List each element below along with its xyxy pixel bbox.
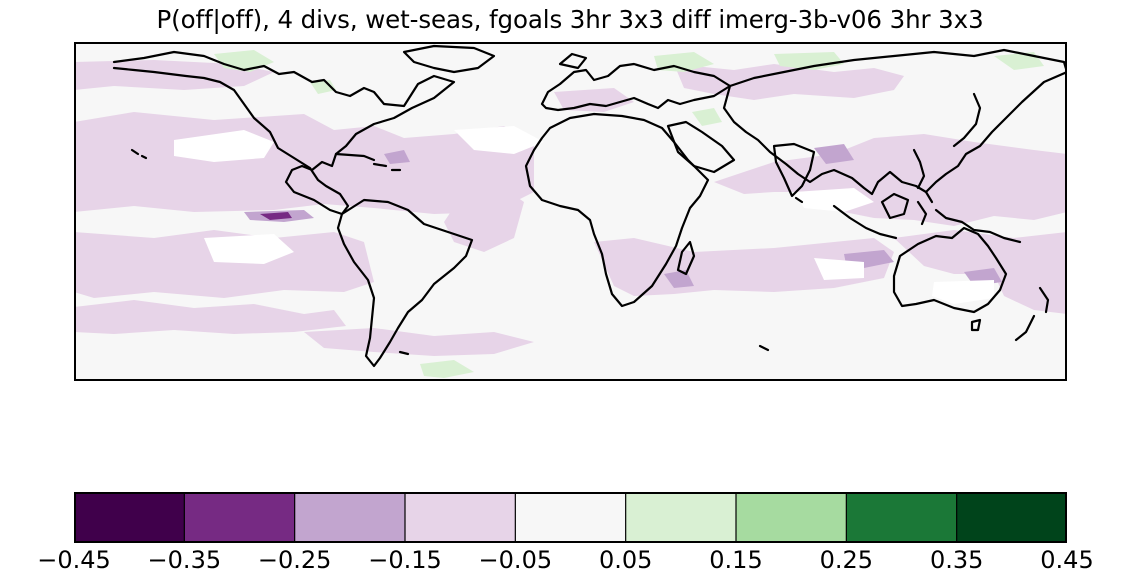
colorbar-segment [74, 492, 185, 543]
coastline-greenland [402, 44, 496, 74]
colorbar-segment [625, 492, 737, 543]
coastline-philippines [912, 148, 934, 204]
coastline-india [772, 142, 816, 198]
coastline-hawaii [130, 148, 148, 160]
negative-strong-region [260, 212, 292, 220]
page-title: P(off|off), 4 divs, wet-seas, fgoals 3hr… [156, 5, 984, 34]
colorbar-graphic [74, 492, 1068, 543]
colorbar-segment [294, 492, 406, 543]
colorbar [74, 492, 1068, 543]
coastline-arabia [666, 120, 736, 174]
colorbar-tick-label: −0.35 [147, 546, 222, 574]
coastline-south-america [336, 198, 474, 368]
coastlines [112, 44, 1067, 368]
colorbar-tick-label: −0.05 [478, 546, 553, 574]
coastline-australia [892, 226, 1008, 314]
map-panel [74, 42, 1067, 381]
colorbar-tick-label: 0.15 [709, 546, 763, 574]
coastline-new-zealand [1014, 286, 1050, 342]
colorbar-tick-label: 0.35 [929, 546, 984, 574]
colorbar-segment [846, 492, 958, 543]
colorbar-segment [184, 492, 296, 543]
colorbar-segment [515, 492, 627, 543]
coastline-africa [524, 112, 710, 308]
colorbar-tick-label: −0.45 [37, 546, 111, 574]
coastline-madagascar [676, 240, 696, 276]
world-map [74, 42, 1067, 381]
coastline-tasmania [970, 318, 982, 332]
map-frame [74, 42, 1067, 381]
negative-light-regions [74, 60, 1067, 356]
colorbar-frame [74, 492, 1067, 543]
coastline-indonesia [832, 192, 1022, 244]
coastline-asia [722, 48, 1067, 196]
colorbar-segment [956, 492, 1068, 543]
neutral-regions [174, 126, 994, 304]
colorbar-tick-label: 0.25 [819, 546, 874, 574]
colorbar-tick-label: 0.05 [598, 546, 653, 574]
coastline-japan [952, 92, 982, 148]
coastline-europe [540, 62, 732, 112]
colorbar-tick-label: 0.45 [1040, 546, 1094, 574]
coastline-caribbean [334, 152, 376, 162]
colorbar-tick-label: −0.25 [257, 546, 332, 574]
colorbar-tick-label: −0.15 [368, 546, 442, 574]
coastline-north-america [112, 50, 456, 216]
colorbar-segment [405, 492, 516, 543]
colorbar-segment [736, 492, 847, 543]
